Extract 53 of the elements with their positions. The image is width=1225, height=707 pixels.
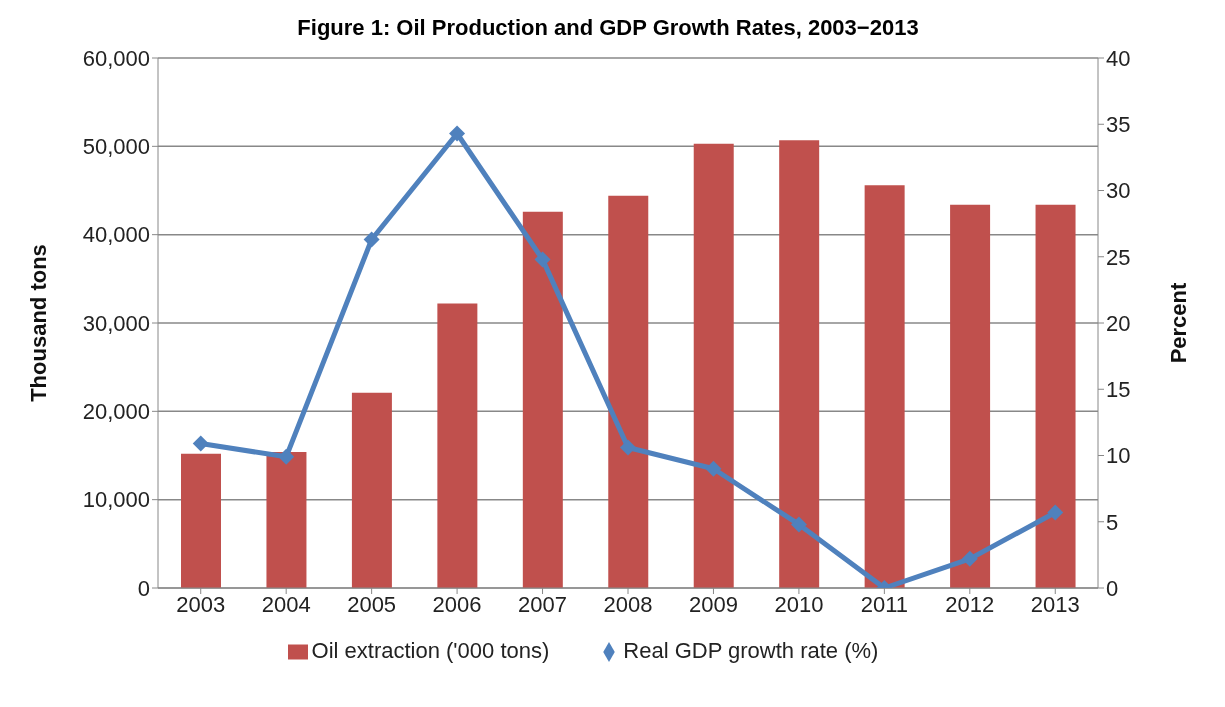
- bar: [522, 211, 563, 588]
- chart-title: Figure 1: Oil Production and GDP Growth Rates, 2003−2013: [297, 15, 919, 40]
- y2-tick-label: 10: [1106, 443, 1131, 469]
- point: [278, 448, 295, 465]
- x-tick-label: 2011: [860, 591, 909, 617]
- point: [534, 251, 551, 268]
- y2-tick-label: 0: [1106, 575, 1119, 601]
- y-axis-title: Thousand tons: [25, 244, 51, 402]
- point: [620, 439, 636, 456]
- x-tick-label: 2013: [1030, 591, 1080, 617]
- bar: [437, 303, 478, 588]
- legend-label: Real GDP growth rate (%): [623, 638, 879, 663]
- x-tick-label: 2003: [176, 591, 226, 617]
- y2-tick-label: 15: [1106, 377, 1131, 403]
- y2-tick-label: 5: [1106, 509, 1119, 535]
- y-tick-label: 50,000: [82, 134, 150, 160]
- bar: [351, 392, 392, 588]
- bar: [1035, 204, 1076, 588]
- y2-tick-label: 40: [1106, 45, 1131, 71]
- y-tick-label: 0: [137, 575, 150, 601]
- y-tick-label: 60,000: [82, 45, 150, 71]
- bar: [950, 204, 991, 588]
- y-tick-label: 30,000: [82, 310, 150, 336]
- point: [790, 516, 807, 533]
- y2-tick-label: 35: [1106, 112, 1131, 138]
- x-tick-label: 2007: [518, 591, 568, 617]
- y-tick-label: 20,000: [82, 399, 150, 425]
- point: [192, 435, 209, 452]
- x-tick-label: 2006: [432, 591, 482, 617]
- x-tick-label: 2009: [688, 591, 738, 617]
- bar: [864, 185, 905, 588]
- y2-tick-label: 25: [1106, 244, 1131, 270]
- point: [961, 550, 978, 567]
- point: [363, 231, 380, 248]
- y-tick-label: 40,000: [82, 222, 150, 248]
- x-tick-label: 2005: [347, 591, 397, 617]
- x-tick-label: 2004: [261, 591, 311, 617]
- y-tick-label: 10,000: [82, 487, 150, 513]
- y2-axis-title: Percent: [1165, 281, 1191, 364]
- y2-tick-label: 20: [1106, 310, 1131, 336]
- bar: [779, 140, 820, 588]
- x-tick-label: 2008: [603, 591, 653, 617]
- point: [1047, 504, 1064, 521]
- bar: [608, 195, 649, 588]
- bar: [693, 143, 734, 588]
- point: [449, 125, 466, 142]
- bar: [181, 453, 221, 588]
- bar: [266, 451, 307, 588]
- x-tick-label: 2012: [945, 591, 995, 617]
- x-tick-label: 2010: [774, 591, 824, 617]
- y2-tick-label: 30: [1106, 178, 1131, 204]
- point: [705, 460, 722, 477]
- legend-label: Oil extraction ('000 tons): [311, 638, 550, 663]
